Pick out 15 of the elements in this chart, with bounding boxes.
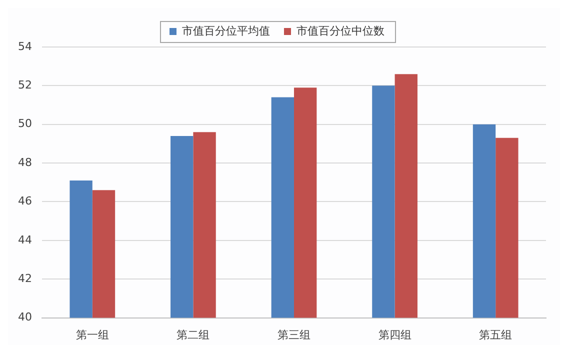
legend-label: 市值百分位平均值	[182, 24, 270, 38]
y-tick-label: 50	[18, 117, 32, 130]
y-tick-label: 48	[18, 156, 32, 169]
x-tick-label: 第一组	[76, 328, 109, 342]
y-tick-label: 40	[18, 310, 32, 324]
y-tick-label: 54	[18, 40, 32, 53]
y-tick-label: 42	[18, 272, 32, 285]
legend-label: 市值百分位中位数	[296, 24, 384, 38]
y-tick-label: 52	[18, 78, 32, 92]
x-tick-label: 第二组	[176, 328, 210, 342]
x-tick-label: 第五组	[479, 328, 512, 342]
y-tick-label: 46	[18, 194, 32, 208]
x-tick-label: 第三组	[278, 328, 310, 342]
y-tick-label: 44	[18, 233, 32, 246]
x-tick-label: 第四组	[378, 328, 412, 342]
